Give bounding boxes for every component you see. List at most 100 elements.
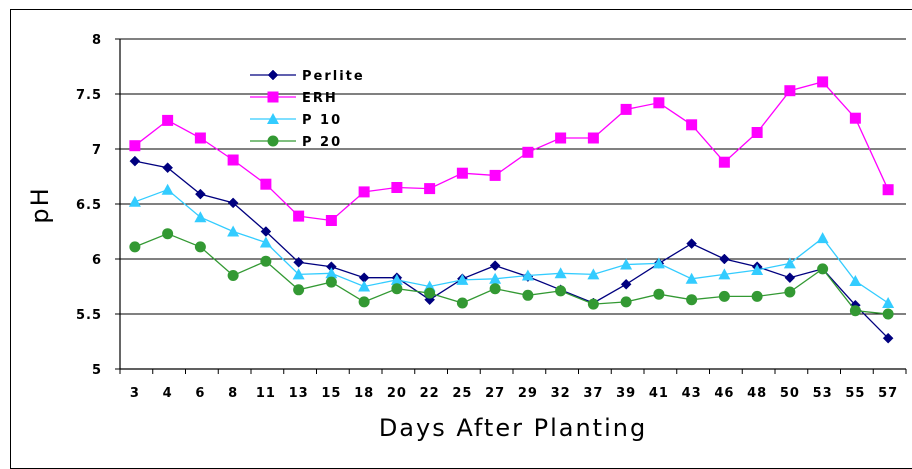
x-tick-label: 46 [714,386,734,401]
axes [115,38,907,374]
data-point-p10 [489,272,502,284]
x-tick-label: 32 [551,386,571,401]
x-tick-label: 48 [747,386,767,401]
x-tick-label: 18 [354,386,374,401]
legend-marker [267,91,279,103]
legend-item-erh: ERH [250,91,338,106]
legend-marker [267,113,279,124]
data-point-p10 [554,267,567,279]
data-point-p20 [817,263,829,275]
data-point-p10 [259,236,272,248]
x-tick-label: 11 [256,386,276,401]
x-axis-title: Days After Planting [379,414,647,442]
data-point-perlite [293,256,304,268]
data-point-erh [424,183,436,195]
x-tick-label: 55 [845,386,865,401]
legend-label: P 10 [302,113,342,128]
y-tick-label: 8 [92,33,102,48]
data-point-perlite [620,278,632,290]
data-point-p20 [587,298,599,310]
data-point-perlite [489,260,501,271]
x-tick-label: 22 [420,386,440,401]
y-tick-label: 6.5 [76,198,102,213]
data-point-p10 [718,268,731,280]
data-point-p20 [555,285,567,297]
data-point-perlite [882,332,894,344]
data-point-p10 [325,267,338,279]
y-axis-title: pH [26,186,54,223]
y-tick-label: 6 [92,253,102,268]
legend-label: Perlite [302,69,365,84]
data-point-perlite [227,197,239,209]
x-tick-labels: 3 4 6 8 11 13 15 18 20 22 25 27 29 32 37 39 41 43 46 48 50 53… [130,386,898,401]
data-point-p10 [390,273,403,285]
data-point-p10 [751,264,764,275]
data-point-p20 [358,296,370,308]
grid-lines [120,38,906,315]
legend-label: ERH [302,91,338,106]
data-point-erh [162,114,174,126]
data-point-p20 [620,296,632,308]
data-point-perlite [195,188,206,200]
legend: Perlite ERH P 10 P 20 [250,69,365,150]
x-tick-label: 3 [130,386,140,401]
data-point-p10 [882,297,895,308]
data-point-erh [849,112,861,124]
data-point-p20 [391,283,403,295]
data-point-p20 [162,228,174,240]
data-point-p10 [128,195,141,207]
data-point-erh [751,127,763,138]
data-point-erh [784,85,796,97]
data-point-erh [620,103,632,115]
data-point-p20 [686,294,698,306]
data-point-perlite [784,272,796,284]
data-point-p10 [292,268,305,280]
data-point-p20 [653,288,665,300]
data-point-erh [489,169,501,181]
data-point-perlite [129,155,141,167]
series-erh [129,76,894,226]
data-point-p10 [194,211,207,223]
data-point-p10 [816,232,829,244]
data-point-p20 [325,276,337,288]
data-point-erh [653,97,665,109]
data-point-p10 [521,269,534,281]
data-point-p10 [587,268,600,280]
x-tick-label: 25 [452,386,472,401]
data-point-erh [325,215,337,226]
data-point-erh [194,132,206,144]
x-tick-label: 13 [289,386,309,401]
data-point-p20 [718,290,730,302]
data-point-erh [817,76,829,88]
data-point-p20 [260,255,272,267]
y-tick-labels: 5 5.5 6 6.5 7 7.5 8 [76,33,102,378]
data-point-perlite [686,238,697,249]
data-point-erh [227,154,239,166]
data-point-erh [129,140,141,152]
data-point-p20 [456,297,468,309]
data-point-erh [522,146,534,158]
data-point-erh [456,167,468,179]
y-tick-label: 5.5 [76,308,102,323]
data-point-perlite [162,162,173,174]
data-point-p10 [652,257,665,269]
x-tick-label: 41 [649,386,669,401]
x-tick-label: 53 [813,386,833,401]
data-point-erh [882,184,894,196]
data-point-p20 [293,284,305,296]
legend-item-perlite: Perlite [250,69,365,84]
y-tick-label: 7 [92,143,102,158]
data-point-p20 [227,270,239,281]
x-tick-label: 37 [583,386,603,401]
series-line-erh [134,81,889,222]
data-point-erh [686,119,698,131]
x-tick-label: 57 [878,386,898,401]
data-point-p10 [227,225,240,237]
legend-label: P 20 [302,135,342,150]
x-tick-label: 27 [485,386,505,401]
series-line-perlite [134,160,889,339]
legend-item-p10: P 10 [250,113,342,128]
series-perlite [129,155,894,344]
x-tick-label: 4 [163,386,173,401]
data-point-p10 [456,273,469,285]
